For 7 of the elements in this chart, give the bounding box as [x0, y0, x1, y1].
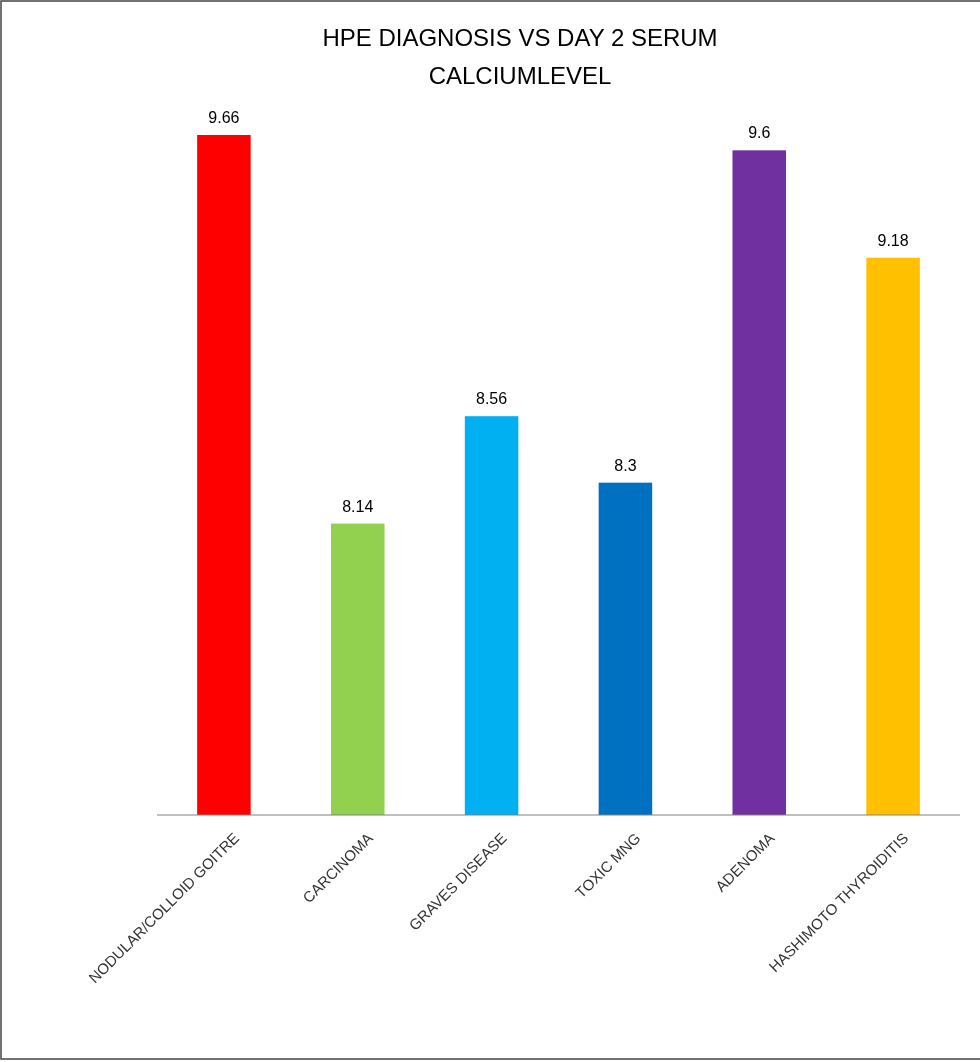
data-label: 9.6 [748, 124, 771, 142]
data-label: 8.56 [476, 390, 508, 408]
data-label: 9.66 [208, 109, 240, 126]
data-label: 8.3 [614, 456, 637, 474]
data-label: 8.14 [342, 497, 374, 515]
chart-title: HPE DIAGNOSIS VS DAY 2 SERUM CALCIUMLEVEL [322, 24, 718, 89]
data-label: 9.18 [877, 231, 909, 249]
